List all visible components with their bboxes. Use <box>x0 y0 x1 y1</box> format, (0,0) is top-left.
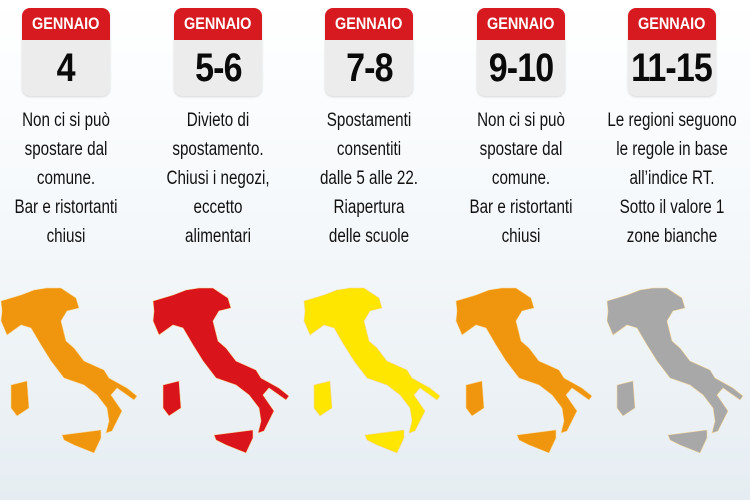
description: Spostamenti consentiti dalle 5 alle 22. Ria… <box>274 106 464 251</box>
description-line: alimentari <box>185 226 251 247</box>
description-line: zone bianche <box>626 226 718 247</box>
description-line: Sotto il valore 1 <box>619 197 725 218</box>
description-line: Riapertura <box>333 197 405 218</box>
description-line: spostare dal <box>24 139 108 160</box>
timeline-column: GENNAIO 5-6 Divieto di spostamento. Chiusi… <box>143 8 293 251</box>
description-line: spostare dal <box>479 139 563 160</box>
day-label: 5-6 <box>194 45 242 90</box>
description-line: le regole in base <box>616 139 728 160</box>
description-line: dalle 5 alle 22. <box>319 168 419 189</box>
description-line: comune. <box>36 168 96 189</box>
italy-map-grey <box>606 287 744 454</box>
calendar-month: GENNAIO <box>22 8 110 40</box>
calendar-day: 5-6 <box>174 40 262 96</box>
calendar-day: 9-10 <box>477 40 565 96</box>
calendar-month: GENNAIO <box>325 8 413 40</box>
calendar-icon: GENNAIO 5-6 <box>174 8 262 96</box>
timeline-column: GENNAIO 4 Non ci si può spostare dal comun… <box>0 8 141 251</box>
description-line: delle scuole <box>328 226 410 247</box>
description-line: Bar e ristortanti <box>469 197 573 218</box>
description-line: chiusi <box>46 226 86 247</box>
timeline-column: GENNAIO 7-8 Spostamenti consentiti dalle 5… <box>294 8 444 251</box>
description: Non ci si può spostare dal comune. Bar e ri… <box>0 106 161 251</box>
calendar-icon: GENNAIO 4 <box>22 8 110 96</box>
description: Non ci si può spostare dal comune. Bar e ri… <box>426 106 616 251</box>
description-line: consentiti <box>336 139 402 160</box>
calendar-month: GENNAIO <box>477 8 565 40</box>
description-line: spostamento. <box>172 139 264 160</box>
month-label: GENNAIO <box>638 14 706 33</box>
calendar-day: 4 <box>22 40 110 96</box>
description-line: Non ci si può <box>477 110 565 131</box>
month-label: GENNAIO <box>32 14 100 33</box>
description-line: Bar e ristortanti <box>14 197 118 218</box>
day-label: 4 <box>56 45 76 90</box>
italy-map-orange <box>455 287 593 454</box>
description-line: comune. <box>491 168 551 189</box>
italy-map-yellow <box>303 287 441 454</box>
timeline-column: GENNAIO 11-15 Le regioni seguono le regol… <box>597 8 747 251</box>
month-label: GENNAIO <box>487 14 555 33</box>
calendar-icon: GENNAIO 11-15 <box>628 8 716 96</box>
calendar-icon: GENNAIO 7-8 <box>325 8 413 96</box>
description: Divieto di spostamento. Chiusi i negozi, ec… <box>123 106 313 251</box>
calendar-month: GENNAIO <box>174 8 262 40</box>
description: Le regioni seguono le regole in base all’i… <box>577 106 750 251</box>
timeline-column: GENNAIO 9-10 Non ci si può spostare dal co… <box>446 8 596 251</box>
italy-map-red <box>152 287 290 454</box>
month-label: GENNAIO <box>184 14 252 33</box>
calendar-month: GENNAIO <box>628 8 716 40</box>
calendar-icon: GENNAIO 9-10 <box>477 8 565 96</box>
description-line: eccetto <box>193 197 243 218</box>
day-label: 9-10 <box>488 45 555 90</box>
description-line: Spostamenti <box>326 110 412 131</box>
month-label: GENNAIO <box>335 14 403 33</box>
day-label: 11-15 <box>631 45 714 90</box>
description-line: chiusi <box>501 226 541 247</box>
day-label: 7-8 <box>345 45 393 90</box>
calendar-day: 7-8 <box>325 40 413 96</box>
description-line: all’indice RT. <box>629 168 715 189</box>
description-line: Le regioni seguono <box>607 110 737 131</box>
description-line: Non ci si può <box>22 110 110 131</box>
calendar-day: 11-15 <box>628 40 716 96</box>
italy-map-orange <box>0 287 138 454</box>
description-line: Divieto di <box>186 110 250 131</box>
description-line: Chiusi i negozi, <box>166 168 270 189</box>
